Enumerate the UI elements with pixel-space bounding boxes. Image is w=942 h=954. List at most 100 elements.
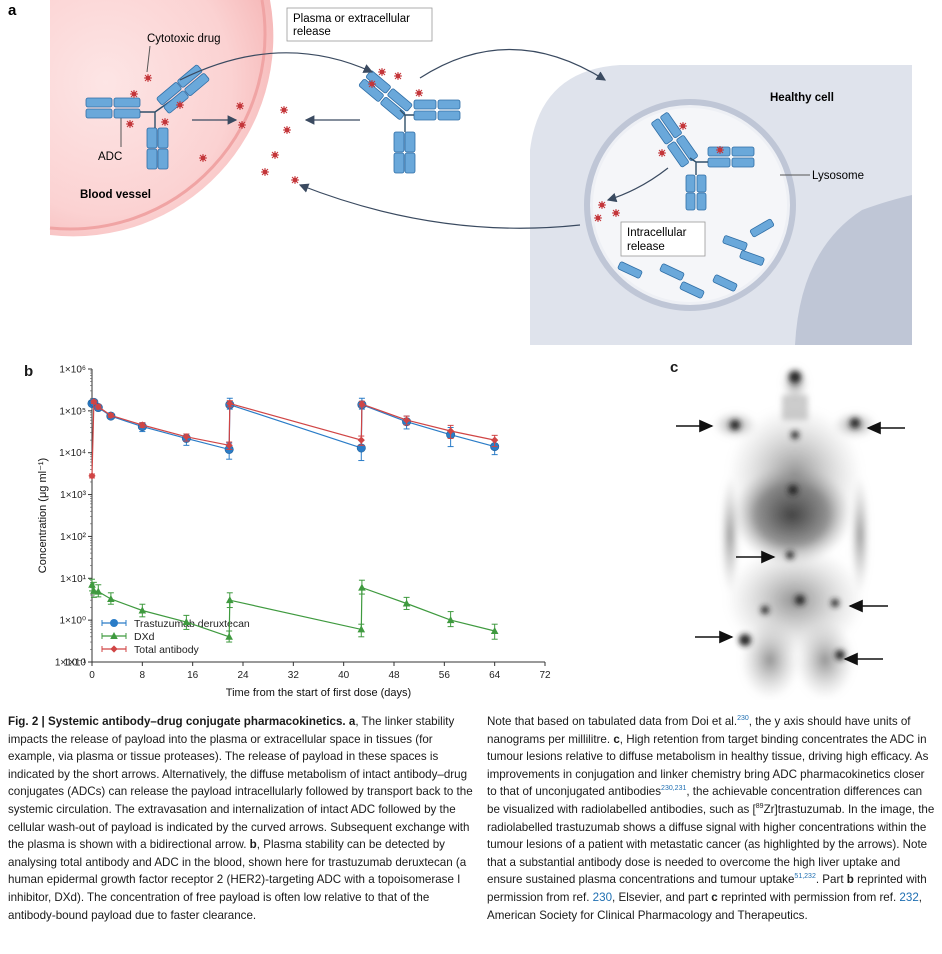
total-antibody-point [402,416,411,424]
x-tick-label: 48 [388,670,400,681]
x-tick-label: 16 [187,670,199,681]
dxd-point [358,583,366,591]
total-antibody-point [358,400,366,408]
panel-b-label: b [24,363,34,380]
pet-scan-image [676,365,905,700]
x-tick-label: 56 [439,670,451,681]
legend-label: Total antibody [134,644,200,656]
x-tick-label: 32 [288,670,300,681]
x-tick-label: 72 [539,670,551,681]
dxd-point [88,580,96,588]
dxd-point [107,594,115,602]
caption-b2-marker: b [846,873,854,887]
legend-marker [110,632,118,639]
y-tick-label: 1×10 [63,658,86,669]
dxd-point [357,625,366,633]
caption-c2-marker: c [711,890,718,904]
caption-b-marker: b [249,838,257,852]
ref-link-51-232[interactable]: 51,232 [794,873,816,881]
drug-pointer [146,45,151,73]
ref-link-232-text[interactable]: 232 [899,890,919,904]
x-axis-label: Time from the start of first dose (days) [226,687,411,699]
y-tick-label: 1×10¹ [60,574,87,585]
blood-vessel [49,0,274,237]
caption-r-t5: Zr]trastuzumab. In the image, the radiol… [487,802,935,887]
caption-r-t6: . Part [815,873,847,887]
plasma-release-box [286,7,433,42]
y-tick-label: 1×10⁶ [59,365,86,376]
x-tick-label: 64 [489,670,501,681]
cytotoxic-drug-label: Cytotoxic drug [147,33,221,45]
ref-link-230-text[interactable]: 230 [592,890,613,904]
total-antibody-point [88,472,96,480]
total-antibody-point [357,436,365,444]
antibody-middle [358,70,461,174]
ref-link-230[interactable]: 230 [737,715,749,723]
healthy-cell [530,65,912,345]
y-tick-label: 1×10² [60,532,87,543]
panel-c-label: c [670,359,679,376]
dxd-point [182,618,191,626]
intracellular-line1: Intracellular [627,227,687,239]
trastuzumab-deruxtecan-line [91,401,495,451]
adc-mechanism-diagram: a Blood vessel Healthy cell Lysosome Pla… [8,0,912,345]
dxd-point [94,587,103,595]
y-tick-label: 1×10⁰ [59,616,86,627]
dxd-point [225,632,233,640]
caption-a-text: , The linker stability impacts the relea… [8,715,473,852]
body-silhouette [713,365,877,700]
legend-label: DXd [134,631,155,643]
dxd-point [402,599,411,607]
x-tick-label: 24 [237,670,249,681]
caption-b-text: , Plasma stability can be detected by an… [8,838,467,922]
concentration-chart: 1×101×10⁻¹ 1×10⁰ 1×10¹ 1×10² 1×10³ 1×10⁴ 1×10⁵… [37,365,551,700]
plasma-release-line1: Plasma or extracellular [293,13,410,25]
intracellular-release-box [620,221,706,257]
dxd-point [138,606,147,614]
y-tick-label: 1×10⁻¹ [55,658,87,669]
dxd-point [446,616,455,624]
caption-r-t2: , the y axis should have units of nanogr… [487,715,911,746]
panel-c-scan: c [660,355,942,700]
dxd-point [90,586,98,594]
y-tick-label: 1×10⁴ [59,448,86,459]
y-tick-label: 1×10⁵ [59,406,86,417]
legend-marker [110,645,118,653]
caption-r-t3: , High retention from target binding con… [487,732,929,799]
healthy-cell-label: Healthy cell [770,92,834,104]
total-antibody-point [107,411,115,419]
figure-caption-left: Fig. 2 | Systemic antibody–drug conjugat… [8,713,474,924]
legend-marker [110,619,118,627]
caption-r-t9: reprinted with permission from ref. [717,890,900,904]
y-axis-label: Concentration (μg ml⁻¹) [37,458,49,573]
plasma-release-line2: release [293,26,331,38]
total-antibody-line [91,400,495,476]
x-tick-label: 40 [338,670,350,681]
blood-vessel-label: Blood vessel [80,189,151,201]
dxd-point [490,627,499,635]
total-antibody-point [491,436,499,444]
caption-r-t10: , American Society for Clinical Pharmaco… [487,890,922,922]
caption-r-t8: , Elsevier, and part [612,890,712,904]
adc-antibody-vessel [85,64,210,170]
figure-caption-right: Note that based on tabulated data from D… [487,713,937,924]
ref-link-230-231[interactable]: 230,231 [661,785,687,793]
caption-r-t7: reprinted with permission from ref. [487,873,927,904]
antibody-lysosome [617,112,775,299]
intracellular-line2: release [627,241,665,253]
caption-c-marker: c [613,732,620,746]
lysosome-label: Lysosome [812,170,864,182]
uptake-hotspots [730,371,860,660]
panel-b-chart: b 1×10 1×10⁻¹ 1×10⁰ 1×10¹ 1×10² 1×10³ 1×10⁴ 1×1… [20,355,560,705]
lesion-arrows [676,419,905,666]
x-tick-label: 0 [89,670,95,681]
caption-r-t4: , the achievable concentration differenc… [487,785,923,816]
caption-r-t1: Note that based on tabulated data from D… [487,715,738,728]
dxd-point [225,596,234,604]
panel-a-label: a [8,2,17,19]
x-tick-label: 8 [140,670,146,681]
adc-label: ADC [98,151,122,163]
panel-a-diagram: a Blood vessel Healthy cell Lysosome Pla… [0,0,942,350]
release-arrows [179,48,669,229]
caption-title: Fig. 2 | Systemic antibody–drug conjugat… [8,715,346,728]
